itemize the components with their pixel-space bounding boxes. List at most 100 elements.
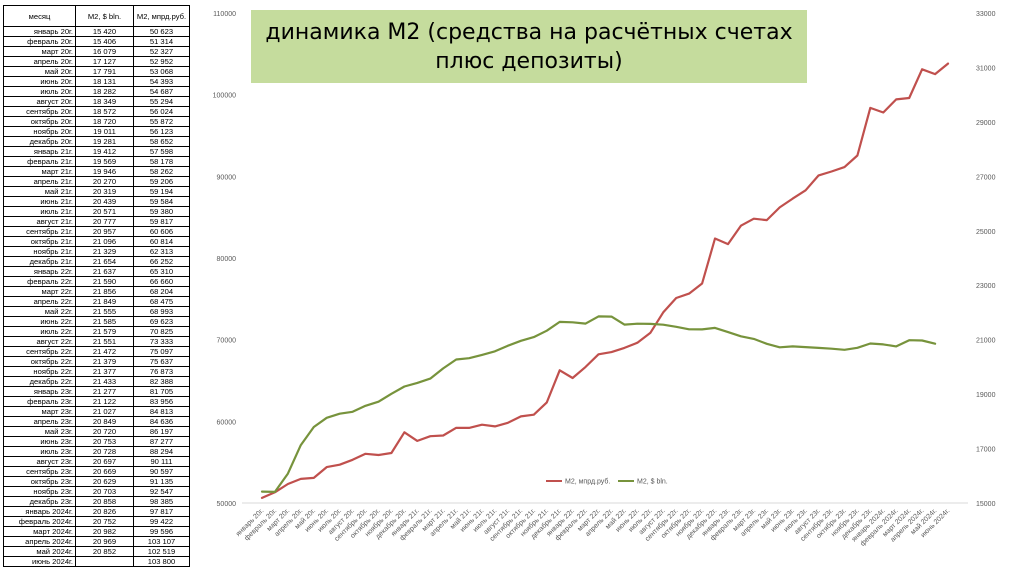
m2-rub-cell[interactable]: 55 872 [133,116,190,127]
month-cell[interactable]: май 22г. [3,306,76,317]
month-cell[interactable]: февраль 2024г. [3,516,76,527]
m2-rub-cell[interactable]: 103 107 [133,536,190,547]
m2-rub-cell[interactable]: 53 068 [133,66,190,77]
m2-usd-cell[interactable]: 20 753 [75,436,134,447]
m2-rub-cell[interactable]: 98 385 [133,496,190,507]
month-cell[interactable]: апрель 20г. [3,56,76,67]
month-cell[interactable]: декабрь 20г. [3,136,76,147]
m2-usd-cell[interactable]: 20 728 [75,446,134,457]
month-cell[interactable]: июнь 2024г. [3,556,76,567]
m2-usd-cell[interactable]: 20 849 [75,416,134,427]
m2-usd-cell[interactable]: 20 777 [75,216,134,227]
month-cell[interactable]: октябрь 23г. [3,476,76,487]
month-cell[interactable]: сентябрь 23г. [3,466,76,477]
month-cell[interactable]: февраль 20г. [3,36,76,47]
m2-rub-cell[interactable]: 54 393 [133,76,190,87]
month-cell[interactable]: сентябрь 21г. [3,226,76,237]
m2-usd-cell[interactable]: 20 697 [75,456,134,467]
m2-rub-cell[interactable]: 99 422 [133,516,190,527]
month-cell[interactable]: август 22г. [3,336,76,347]
month-cell[interactable]: ноябрь 23г. [3,486,76,497]
m2-usd-cell[interactable]: 20 752 [75,516,134,527]
header-month[interactable]: месяц [3,5,76,27]
m2-usd-cell[interactable]: 19 946 [75,166,134,177]
m2-usd-cell[interactable]: 21 329 [75,246,134,257]
m2-rub-cell[interactable]: 60 814 [133,236,190,247]
m2-usd-cell[interactable]: 21 027 [75,406,134,417]
m2-usd-cell[interactable]: 21 277 [75,386,134,397]
m2-rub-cell[interactable]: 76 873 [133,366,190,377]
m2-rub-cell[interactable]: 50 623 [133,26,190,37]
month-cell[interactable]: август 20г. [3,96,76,107]
month-cell[interactable]: март 22г. [3,286,76,297]
m2-usd-cell[interactable]: 15 420 [75,26,134,37]
m2-rub-cell[interactable]: 59 206 [133,176,190,187]
m2-usd-cell[interactable]: 15 406 [75,36,134,47]
m2-usd-cell[interactable]: 16 079 [75,46,134,57]
month-cell[interactable]: февраль 21г. [3,156,76,167]
month-cell[interactable]: июль 21г. [3,206,76,217]
m2-usd-cell[interactable]: 18 282 [75,86,134,97]
month-cell[interactable]: июль 20г. [3,86,76,97]
month-cell[interactable]: январь 22г. [3,266,76,277]
m2-usd-cell[interactable]: 19 281 [75,136,134,147]
month-cell[interactable]: апрель 2024г. [3,536,76,547]
m2-rub-cell[interactable]: 65 310 [133,266,190,277]
m2-usd-cell[interactable]: 21 585 [75,316,134,327]
m2-rub-cell[interactable]: 70 825 [133,326,190,337]
month-cell[interactable]: декабрь 23г. [3,496,76,507]
m2-usd-cell[interactable]: 20 703 [75,486,134,497]
m2-rub-cell[interactable]: 62 313 [133,246,190,257]
m2-usd-cell[interactable]: 21 637 [75,266,134,277]
month-cell[interactable]: август 23г. [3,456,76,467]
month-cell[interactable]: март 20г. [3,46,76,57]
month-cell[interactable]: май 2024г. [3,546,76,557]
m2-usd-cell[interactable]: 21 433 [75,376,134,387]
m2-usd-cell[interactable]: 21 122 [75,396,134,407]
m2-usd-cell[interactable]: 19 412 [75,146,134,157]
month-cell[interactable]: июль 23г. [3,446,76,457]
m2-usd-cell[interactable]: 21 555 [75,306,134,317]
month-cell[interactable]: март 23г. [3,406,76,417]
month-cell[interactable]: май 21г. [3,186,76,197]
month-cell[interactable]: январь 21г. [3,146,76,157]
month-cell[interactable]: апрель 22г. [3,296,76,307]
month-cell[interactable]: август 21г. [3,216,76,227]
m2-rub-cell[interactable]: 75 637 [133,356,190,367]
month-cell[interactable]: апрель 23г. [3,416,76,427]
m2-rub-cell[interactable]: 58 262 [133,166,190,177]
m2-rub-cell[interactable]: 59 584 [133,196,190,207]
m2-rub-cell[interactable]: 56 024 [133,106,190,117]
m2-usd-cell[interactable]: 20 270 [75,176,134,187]
m2-rub-cell[interactable]: 69 623 [133,316,190,327]
m2-rub-cell[interactable]: 73 333 [133,336,190,347]
m2-rub-cell[interactable]: 82 388 [133,376,190,387]
m2-usd-cell[interactable]: 17 127 [75,56,134,67]
m2-rub-cell[interactable]: 102 519 [133,546,190,557]
m2-usd-cell[interactable]: 18 131 [75,76,134,87]
m2-rub-cell[interactable]: 91 135 [133,476,190,487]
m2-rub-cell[interactable]: 60 606 [133,226,190,237]
m2-rub-cell[interactable]: 90 111 [133,456,190,467]
m2-rub-cell[interactable]: 68 475 [133,296,190,307]
m2-usd-cell[interactable]: 21 654 [75,256,134,267]
m2-rub-cell[interactable]: 59 380 [133,206,190,217]
month-cell[interactable]: ноябрь 21г. [3,246,76,257]
m2-rub-cell[interactable]: 75 097 [133,346,190,357]
m2-usd-cell[interactable]: 21 472 [75,346,134,357]
m2-rub-cell[interactable]: 84 636 [133,416,190,427]
m2-rub-cell[interactable]: 55 294 [133,96,190,107]
month-cell[interactable]: январь 23г. [3,386,76,397]
m2-rub-cell[interactable]: 81 705 [133,386,190,397]
m2-rub-cell[interactable]: 59 817 [133,216,190,227]
m2-rub-cell[interactable]: 83 956 [133,396,190,407]
m2-usd-cell[interactable]: 20 852 [75,546,134,557]
month-cell[interactable]: сентябрь 22г. [3,346,76,357]
m2-usd-cell[interactable]: 20 858 [75,496,134,507]
m2-rub-cell[interactable]: 52 327 [133,46,190,57]
month-cell[interactable]: ноябрь 20г. [3,126,76,137]
m2-rub-cell[interactable]: 99 596 [133,526,190,537]
m2-usd-cell[interactable]: 19 011 [75,126,134,137]
m2-usd-cell[interactable]: 21 579 [75,326,134,337]
m2-rub-cell[interactable]: 54 687 [133,86,190,97]
